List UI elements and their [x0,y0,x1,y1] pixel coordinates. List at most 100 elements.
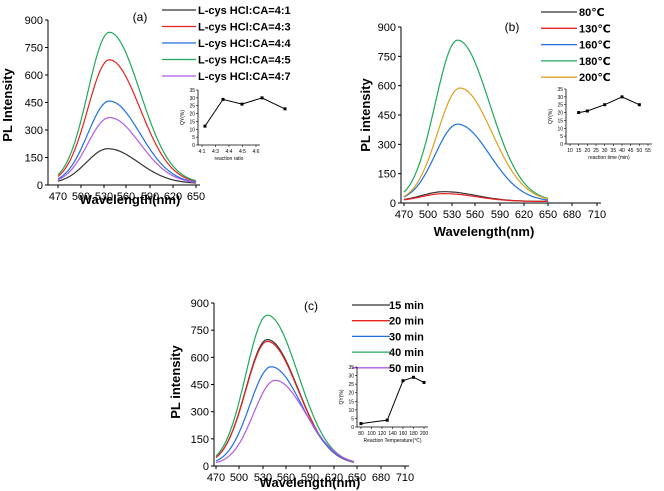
panel-a-inset-point-3 [240,102,244,106]
panel-a-series-line-1 [57,148,197,184]
panel-a-inset-point-1 [203,124,207,128]
panel-a-inset-line [204,97,286,127]
panel-a-legend-label-1: L-cys HCl:CA=4:1 [198,5,291,17]
panel-b-xtick-label: 530 [443,209,461,221]
panel-b-x-axis-title: Wavelength(nm) [434,224,535,239]
panel-b-inset-ytick-label: 25 [557,103,563,109]
panel-b-inset-xtick-label: 20 [585,148,591,154]
panel-b-xtick-label: 470 [395,209,413,221]
panel-b-inset-xtick-label: 35 [611,148,617,154]
panel-b-inset-x-title: reaction time (min) [588,155,630,161]
panel-c-inset-ytick-label: 0 [351,425,354,431]
panel-b-inset-point-5 [637,103,641,107]
panel-c-xtick-label: 680 [372,472,390,484]
panel-b-inset-xtick-label: 55 [645,148,651,154]
panel-c-series-line-5 [215,379,355,464]
panel-c-y-axis-title: PL intensity [168,345,183,419]
panel-b-xtick-label: 560 [466,209,484,221]
panel-a-inset-ytick-label: 15 [189,119,195,125]
panel-c-inset-line [360,376,425,425]
panel-b-inset-xtick-label: 45 [628,148,634,154]
panel-a-inset-x-title: reaction ratio [215,156,244,162]
panel-a-xtick-label: 470 [49,191,67,203]
panel-a-inset-ytick-label: 10 [189,127,195,133]
panel-c-legend-label-1: 15 min [389,300,424,312]
panel-b-series-line-3 [403,123,549,201]
panel-a-ytick-label: 900 [25,15,43,27]
panel-c-inset-ytick-label: 5 [351,416,354,422]
panel-c-inset-ytick-label: 10 [348,408,354,414]
panel-b-legend-label-1: 80℃ [579,7,605,19]
panel-c-inset-xtick-label: 120 [378,431,387,437]
panel-c-inset-x-title: Reaction Temperature(℃) [363,438,421,444]
panel-c-x-axis-title: Wavelength(nm) [260,475,361,490]
panel-a-inset-xtick-label: 4:1 [199,149,206,155]
panel-b-label: (b) [505,20,520,34]
panel-c-series-line-2 [215,340,355,463]
panel-b-xtick-label: 620 [515,209,533,221]
panel-c-xtick-label: 530 [254,472,272,484]
panel-b-ytick-label: 750 [378,51,396,63]
panel-a-inset-point-4 [260,96,264,100]
panel-a-inset-ytick-label: 35 [189,88,195,94]
panel-b-inset-point-4 [620,95,624,99]
panel-c-xtick-label: 560 [277,472,295,484]
panel-c-xtick-label: 650 [348,472,366,484]
panel-a-xtick-label: 650 [187,191,205,203]
panel-b-ytick-label: 450 [378,110,396,122]
panel-c-legend-label-2: 20 min [389,316,424,328]
panel-c-ytick-label: 450 [191,380,209,392]
panel-c-legend-label-5: 50 min [389,363,424,375]
panel-b-inset-xtick-label: 10 [567,148,573,154]
panel-b-legend-label-3: 160℃ [579,40,611,52]
panel-a-xtick-label: 590 [141,191,159,203]
panel-b-inset-xtick-label: 40 [619,148,625,154]
panel-c-legend-label-3: 30 min [389,331,424,343]
panel-b-inset-ytick-label: 35 [557,87,563,93]
panel-b-xtick-label: 590 [491,209,509,221]
panel-b-ytick-label: 600 [378,81,396,93]
panel-a-inset-ytick-label: 0 [192,143,195,149]
panel-c-xtick-label: 500 [230,472,248,484]
panel-c-inset-xtick-label: 80 [358,431,364,437]
panel-a-ytick-label: 750 [25,43,43,55]
panel-c-inset-ytick-label: 15 [348,399,354,405]
panel-a-inset-ytick-label: 20 [189,112,195,118]
panel-a-ytick-label: 300 [25,125,43,137]
panel-b-xtick-label: 500 [419,209,437,221]
panel-c-inset-y-title: QY(%) [339,389,345,404]
panel-c-inset-ytick-label: 20 [348,391,354,397]
panel-c-inset-point-4 [412,375,415,379]
panel-b-ytick-label: 900 [378,22,396,34]
panel-c-xtick-label: 470 [207,472,225,484]
panel-b-inset-ytick-label: 15 [557,118,563,124]
panel-b-inset-ytick-label: 20 [557,111,563,117]
panel-b-series-line-2 [403,193,548,202]
panel-a-legend-label-5: L-cys HCl:CA=4:7 [198,71,291,83]
panel-b-inset-point-2 [585,109,589,113]
panel-b-series-line-4 [403,39,549,200]
panel-a-inset-xtick-label: 4:5 [239,149,246,155]
panel-b-ytick-label: 150 [378,169,396,181]
panel-b-inset-ytick-label: 0 [560,142,563,148]
panel-a-xtick-label: 530 [95,191,113,203]
panel-a-legend-label-2: L-cys HCl:CA=4:3 [198,22,291,34]
panel-c-xtick-label: 710 [396,472,414,484]
panel-a-label: (a) [133,10,148,24]
panel-a-xtick-label: 620 [164,191,182,203]
panel-c-inset-xtick-label: 160 [399,431,408,437]
panel-a-xtick-label: 500 [72,191,90,203]
panel-a-ytick-label: 0 [37,180,43,192]
panel-a-legend-label-3: L-cys HCl:CA=4:4 [198,38,291,50]
panel-a-inset-xtick-label: 4:3 [212,149,219,155]
panel-a-xtick-label: 560 [117,191,135,203]
panel-c-inset-ytick-label: 30 [348,374,354,380]
panel-a-series-line-5 [57,116,197,183]
panel-b-inset-point-1 [577,111,581,115]
panel-c-series-line-1 [215,338,355,463]
